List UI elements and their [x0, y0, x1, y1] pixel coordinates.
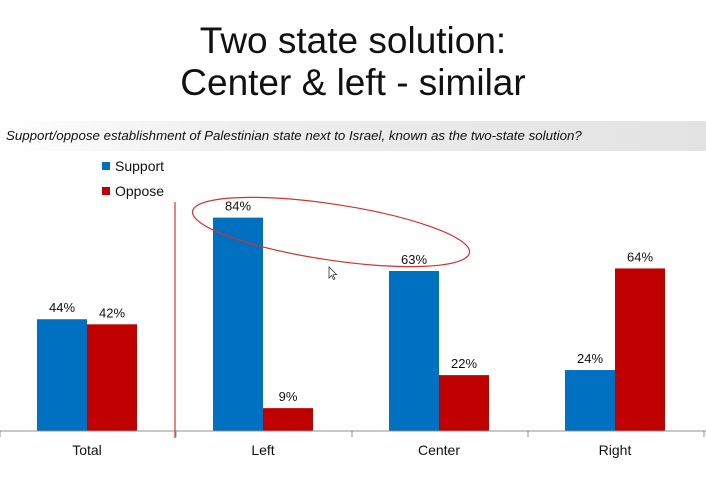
legend-label-support: Support — [115, 158, 164, 174]
bar-oppose-center — [439, 375, 489, 431]
bar-support-total — [37, 319, 87, 431]
highlight-ellipse — [191, 196, 471, 268]
data-label-oppose-right: 64% — [627, 249, 653, 264]
bar-oppose-left — [263, 408, 313, 431]
question-text: Support/oppose establishment of Palestin… — [6, 128, 582, 143]
data-label-support-right: 24% — [577, 351, 603, 366]
bar-support-center — [389, 270, 439, 431]
legend-swatch-oppose — [102, 187, 110, 195]
data-label-support-left: 84% — [225, 199, 251, 214]
category-label-left: Left — [251, 442, 274, 458]
mouse-cursor-icon — [328, 266, 338, 281]
bar-oppose-total — [87, 324, 137, 431]
legend-label-oppose: Oppose — [115, 183, 164, 199]
slide-title: Two state solution: Center & left - simi… — [0, 20, 706, 104]
data-label-oppose-left: 9% — [279, 389, 298, 404]
slide-title-line-2: Center & left - similar — [180, 62, 526, 103]
data-label-oppose-center: 22% — [451, 356, 477, 371]
category-label-right: Right — [599, 442, 632, 458]
data-label-oppose-total: 42% — [99, 305, 125, 320]
legend-swatch-support — [102, 162, 110, 170]
category-label-center: Center — [418, 442, 460, 458]
data-label-support-center: 63% — [401, 252, 427, 267]
bar-support-right — [565, 370, 615, 431]
category-label-total: Total — [72, 442, 102, 458]
question-banner — [0, 121, 706, 151]
bar-oppose-right — [615, 268, 665, 431]
data-label-support-total: 44% — [49, 300, 75, 315]
bar-support-left — [213, 217, 263, 431]
slide-title-line-1: Two state solution: — [199, 20, 507, 61]
